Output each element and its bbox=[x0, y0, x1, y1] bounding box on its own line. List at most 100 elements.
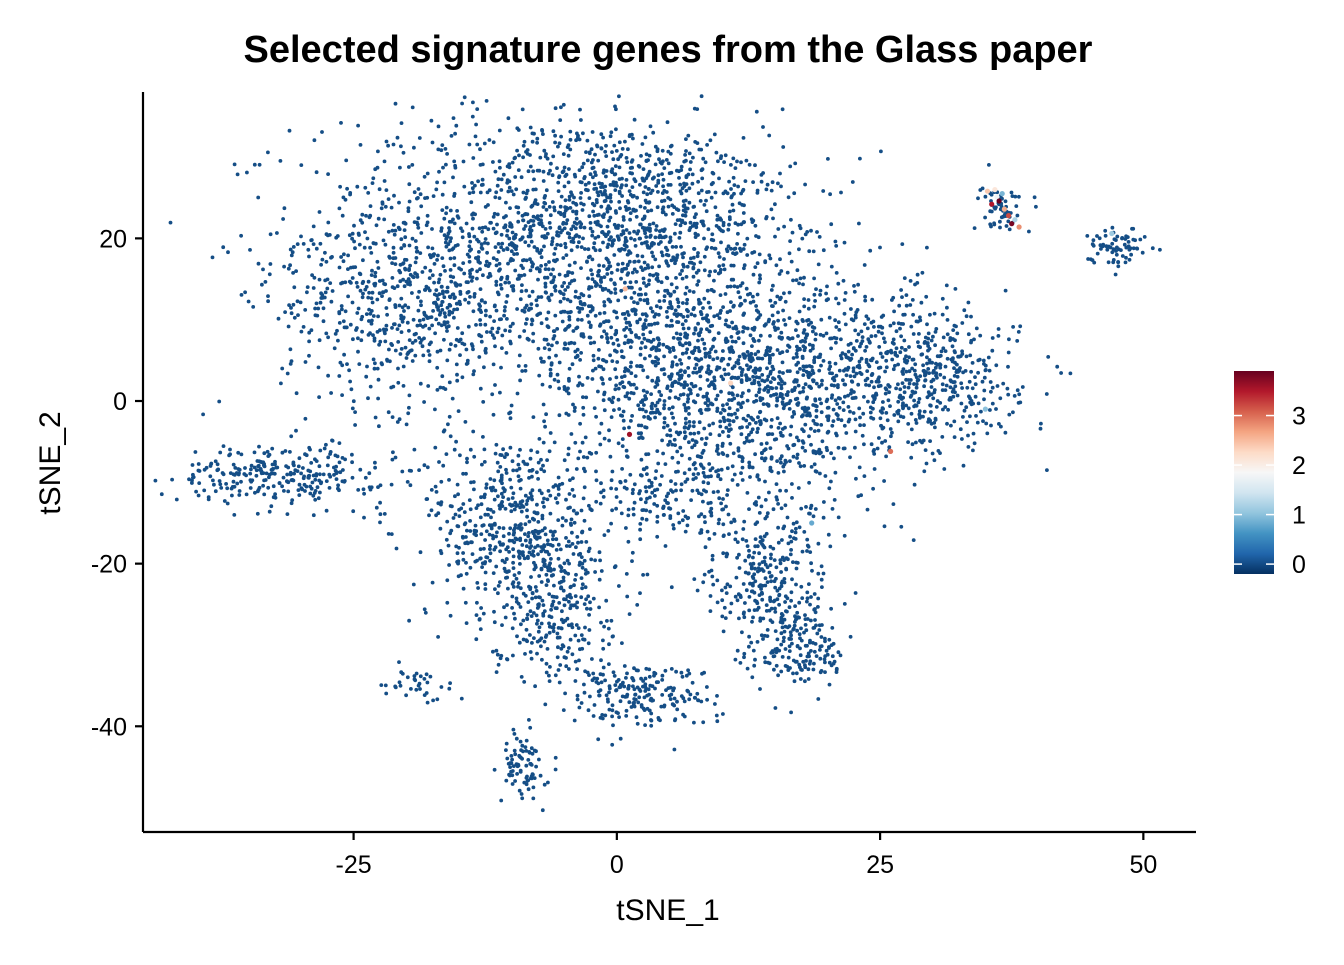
cell-point bbox=[796, 383, 801, 388]
cell-point bbox=[859, 329, 864, 334]
cell-point bbox=[576, 295, 581, 300]
cell-point bbox=[836, 281, 841, 286]
cell-point bbox=[741, 313, 746, 317]
cell-point bbox=[545, 458, 549, 462]
cell-point bbox=[729, 195, 734, 200]
cell-point bbox=[562, 346, 567, 351]
cell-point bbox=[854, 339, 859, 343]
cell-point bbox=[531, 214, 536, 219]
cell-point bbox=[467, 234, 472, 239]
cell-point bbox=[764, 187, 769, 192]
cell-point bbox=[642, 298, 647, 303]
cell-point bbox=[601, 135, 605, 140]
cell-point bbox=[948, 378, 953, 383]
cell-point bbox=[809, 386, 813, 390]
cell-point bbox=[724, 425, 729, 430]
cell-point bbox=[792, 388, 797, 392]
cell-point bbox=[795, 355, 799, 359]
cell-point bbox=[711, 238, 716, 243]
cell-point bbox=[825, 448, 829, 453]
cell-point bbox=[706, 367, 711, 372]
cell-point bbox=[587, 320, 591, 325]
cell-point bbox=[498, 580, 502, 584]
cell-point bbox=[673, 308, 678, 313]
cell-point bbox=[901, 405, 905, 410]
cell-point bbox=[530, 139, 535, 144]
cell-point bbox=[588, 607, 593, 611]
cell-point bbox=[869, 373, 874, 377]
cell-point bbox=[483, 300, 487, 305]
cell-point bbox=[812, 429, 817, 433]
cell-point bbox=[656, 337, 661, 342]
cell-point bbox=[590, 257, 595, 262]
cell-point bbox=[451, 516, 456, 520]
cell-point bbox=[677, 169, 681, 174]
cell-point bbox=[598, 501, 603, 506]
cell-point bbox=[712, 278, 716, 283]
cell-point bbox=[828, 192, 832, 197]
cell-point bbox=[478, 547, 483, 552]
cell-point bbox=[613, 282, 617, 287]
cell-point bbox=[464, 471, 468, 476]
cell-point bbox=[675, 362, 679, 367]
cell-point bbox=[751, 369, 756, 373]
cell-point bbox=[363, 287, 368, 292]
cell-point bbox=[622, 369, 627, 374]
cell-point bbox=[438, 526, 443, 531]
cell-point bbox=[628, 364, 633, 369]
cell-point bbox=[427, 276, 432, 280]
cell-point bbox=[767, 317, 771, 322]
cell-point bbox=[503, 280, 508, 285]
cell-point bbox=[696, 268, 701, 273]
cell-point bbox=[738, 425, 742, 430]
cell-point bbox=[803, 405, 807, 410]
cell-point bbox=[479, 532, 484, 536]
cell-point bbox=[898, 396, 903, 400]
cell-point bbox=[273, 462, 277, 467]
cell-point bbox=[758, 366, 762, 371]
cell-point bbox=[464, 362, 469, 366]
cell-point bbox=[578, 358, 582, 362]
cell-point bbox=[680, 351, 685, 356]
cell-point bbox=[621, 418, 626, 423]
cell-point bbox=[724, 247, 729, 252]
cell-point bbox=[621, 218, 626, 222]
cell-point bbox=[379, 206, 384, 211]
cell-point bbox=[436, 124, 441, 129]
cell-point bbox=[713, 269, 717, 273]
cell-point bbox=[460, 101, 464, 106]
cell-point bbox=[274, 465, 278, 470]
cell-point bbox=[342, 352, 346, 357]
cell-point bbox=[563, 273, 568, 278]
cell-point bbox=[366, 295, 371, 300]
cell-point bbox=[279, 381, 283, 386]
cell-point bbox=[289, 311, 294, 316]
cell-point bbox=[445, 152, 449, 156]
cell-point bbox=[558, 204, 563, 209]
cell-point bbox=[665, 315, 670, 319]
cell-point bbox=[330, 255, 334, 259]
cell-point bbox=[341, 468, 345, 472]
cell-point bbox=[659, 250, 664, 255]
cell-point bbox=[629, 236, 633, 241]
cell-point bbox=[472, 369, 476, 373]
cell-point bbox=[846, 405, 851, 409]
cell-point bbox=[399, 144, 403, 149]
cell-point bbox=[429, 488, 434, 492]
cell-point bbox=[831, 407, 836, 412]
cell-point bbox=[691, 424, 696, 429]
cell-point bbox=[657, 348, 662, 352]
cell-point bbox=[396, 380, 401, 385]
cell-point bbox=[430, 140, 435, 145]
cell-point bbox=[543, 267, 548, 271]
cell-point bbox=[340, 456, 345, 460]
cell-point bbox=[210, 255, 215, 260]
cell-point bbox=[482, 365, 486, 370]
cell-point bbox=[857, 359, 862, 364]
cell-point bbox=[518, 297, 523, 302]
cell-point bbox=[674, 276, 678, 280]
cell-point bbox=[602, 212, 607, 217]
cell-point bbox=[356, 123, 360, 128]
cell-point bbox=[402, 228, 407, 233]
cell-point bbox=[576, 456, 581, 461]
